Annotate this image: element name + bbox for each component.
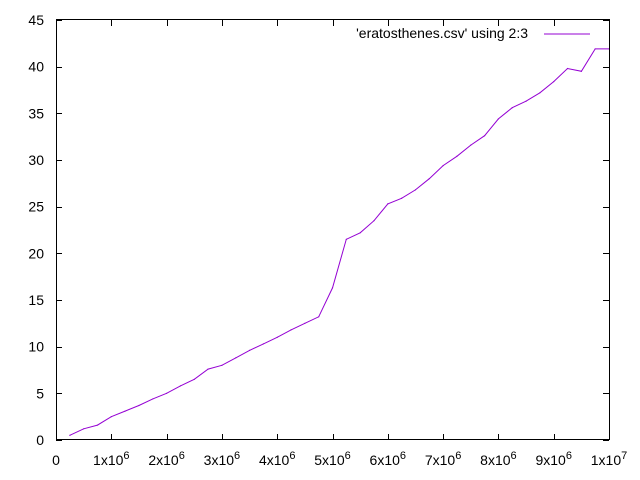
data-point bbox=[152, 398, 154, 400]
y-tick-label: 5 bbox=[36, 385, 44, 401]
y-tick-labels: 0 5 10 15 20 25 30 35 40 45 bbox=[28, 12, 44, 448]
x-tick-label: 4x106 bbox=[259, 450, 295, 468]
data-point bbox=[304, 322, 306, 324]
y-tick-label: 0 bbox=[36, 432, 44, 448]
data-point bbox=[483, 135, 486, 137]
data-point bbox=[221, 364, 223, 366]
data-point bbox=[497, 118, 499, 120]
data-point bbox=[566, 67, 569, 70]
data-point bbox=[96, 424, 99, 426]
x-tick-label: 5x106 bbox=[314, 450, 350, 468]
data-point bbox=[110, 416, 112, 418]
data-point bbox=[539, 92, 541, 94]
y-tick-label: 15 bbox=[28, 292, 44, 308]
data-point bbox=[69, 434, 71, 436]
data-point bbox=[359, 232, 361, 234]
data-point bbox=[138, 404, 140, 407]
data-point bbox=[470, 144, 472, 146]
data-point bbox=[290, 329, 292, 331]
series-line bbox=[69, 48, 609, 436]
data-point bbox=[387, 203, 389, 205]
x-tick-labels: 0 1x106 2x106 3x106 4x106 5x106 6x106 7x106 8x10… bbox=[52, 450, 627, 468]
data-point bbox=[318, 316, 320, 318]
x-tick-label: 7x106 bbox=[425, 450, 461, 468]
x-tick-label: 1x107 bbox=[591, 450, 627, 468]
y-tick-label: 45 bbox=[28, 12, 44, 28]
data-point bbox=[276, 336, 278, 338]
data-point bbox=[124, 410, 126, 412]
data-point bbox=[511, 107, 513, 109]
tick-marks bbox=[56, 20, 610, 441]
data-point bbox=[553, 81, 555, 83]
data-point bbox=[414, 189, 417, 191]
series-layer bbox=[69, 48, 610, 436]
data-point bbox=[373, 220, 375, 222]
x-tick-label: 3x106 bbox=[204, 450, 240, 468]
x-tick-label: 1x106 bbox=[93, 450, 129, 468]
y-tick-label: 35 bbox=[28, 105, 44, 121]
y-tick-label: 40 bbox=[28, 59, 44, 75]
legend: 'eratosthenes.csv' using 2:3 bbox=[356, 25, 590, 41]
data-point bbox=[262, 343, 264, 345]
y-tick-label: 10 bbox=[28, 339, 44, 355]
y-tick-label: 20 bbox=[28, 245, 44, 261]
data-point bbox=[207, 368, 209, 370]
data-point bbox=[179, 385, 182, 387]
data-point bbox=[166, 392, 168, 394]
y-tick-label: 30 bbox=[28, 152, 44, 168]
data-point bbox=[248, 349, 251, 351]
data-point bbox=[428, 178, 430, 180]
data-point bbox=[580, 70, 582, 72]
data-point bbox=[331, 287, 334, 289]
data-point bbox=[83, 428, 85, 430]
data-point bbox=[525, 100, 527, 102]
x-tick-label: 6x106 bbox=[370, 450, 406, 468]
data-point bbox=[594, 48, 596, 50]
x-tick-label: 2x106 bbox=[148, 450, 184, 468]
x-tick-label: 9x106 bbox=[535, 450, 571, 468]
legend-label: 'eratosthenes.csv' using 2:3 bbox=[356, 25, 528, 41]
plot-frame bbox=[56, 19, 610, 440]
y-tick-label: 25 bbox=[28, 199, 44, 215]
data-point bbox=[193, 378, 195, 380]
data-point bbox=[235, 357, 237, 359]
x-tick-label: 8x106 bbox=[480, 450, 516, 468]
data-point bbox=[456, 155, 458, 157]
data-point bbox=[345, 238, 347, 240]
data-point bbox=[401, 197, 403, 199]
x-tick-label: 0 bbox=[52, 452, 60, 468]
data-point bbox=[442, 165, 444, 167]
